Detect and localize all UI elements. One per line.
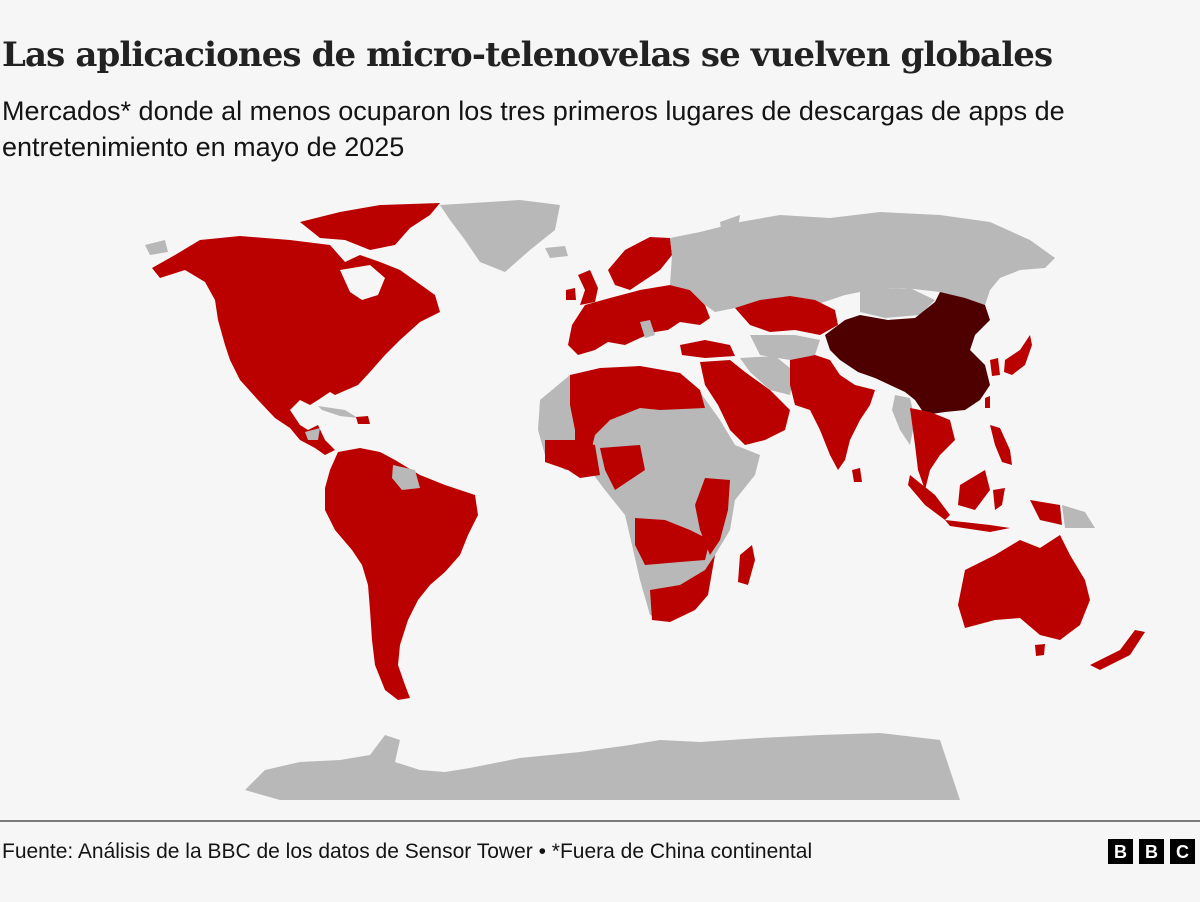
- chart-title: Las aplicaciones de micro-telenovelas se…: [2, 35, 1053, 75]
- region-russia: [670, 212, 1055, 312]
- region-dominican-republic: [356, 416, 370, 424]
- chart-subtitle: Mercados* donde al menos ocuparon los tr…: [2, 96, 1065, 162]
- region-australia: [958, 535, 1090, 640]
- region-taiwan: [985, 396, 990, 408]
- region-sumatra: [908, 475, 950, 520]
- region-sulawesi: [993, 488, 1005, 510]
- region-north-america: [152, 236, 440, 455]
- region-borneo: [958, 470, 990, 510]
- region-ireland: [566, 288, 576, 300]
- region-north-africa: [570, 366, 705, 455]
- region-novaya-zemlya: [720, 215, 740, 235]
- region-central-america-grey: [305, 428, 320, 440]
- region-hudson-bay: [340, 265, 385, 300]
- region-west-africa: [545, 440, 600, 478]
- region-angola-zambia: [635, 518, 710, 565]
- region-mongolia: [860, 288, 935, 318]
- region-kazakhstan: [735, 296, 838, 335]
- region-uk: [578, 270, 598, 305]
- region-cameroon: [600, 445, 645, 490]
- region-canada-arctic: [300, 203, 440, 250]
- region-chukotka: [145, 240, 168, 255]
- region-sri-lanka: [852, 468, 862, 482]
- region-india: [790, 355, 875, 470]
- region-papua-new-guinea: [1062, 505, 1095, 528]
- region-japan: [1004, 335, 1032, 375]
- region-central-asia-grey: [750, 335, 820, 360]
- region-madagascar: [738, 545, 755, 585]
- world-map: [145, 200, 1145, 800]
- bbc-logo-letter-c: C: [1170, 839, 1195, 864]
- region-philippines: [990, 425, 1012, 465]
- region-south-america: [325, 448, 478, 700]
- region-turkey: [680, 340, 735, 358]
- source-note: Fuente: Análisis de la BBC de los datos …: [2, 840, 813, 863]
- bbc-logo: B B C: [1108, 839, 1195, 864]
- bbc-logo-letter-b1: B: [1108, 839, 1133, 864]
- region-scandinavia: [608, 237, 672, 290]
- region-south-korea: [990, 358, 1000, 376]
- region-greenland: [440, 200, 560, 272]
- region-europe: [568, 285, 710, 355]
- region-myanmar: [892, 395, 915, 445]
- region-guyana-suriname: [392, 465, 420, 490]
- region-southeast-asia: [910, 408, 955, 490]
- region-china: [825, 292, 990, 415]
- region-new-zealand: [1090, 630, 1145, 670]
- region-tasmania: [1035, 644, 1045, 656]
- region-east-africa: [695, 478, 730, 555]
- region-cuba: [318, 406, 358, 418]
- footer-divider: [0, 820, 1200, 822]
- region-middle-east: [700, 360, 790, 445]
- region-antarctica: [245, 733, 960, 800]
- region-java: [945, 520, 1010, 532]
- region-south-africa: [650, 555, 715, 622]
- bbc-logo-letter-b2: B: [1139, 839, 1164, 864]
- region-west-papua: [1030, 500, 1062, 525]
- region-balkans-grey: [640, 320, 655, 338]
- region-iceland: [545, 246, 568, 258]
- region-iran: [740, 356, 795, 395]
